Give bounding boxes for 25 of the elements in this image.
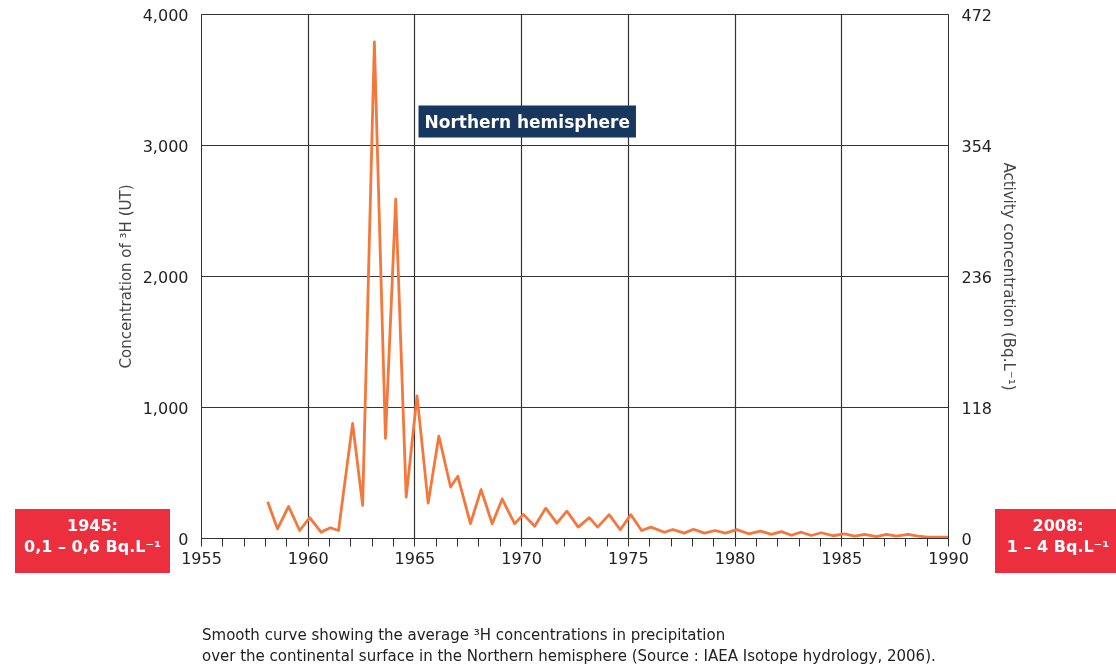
- line-series: [266, 40, 949, 539]
- x-tick-label: 1970: [501, 548, 542, 568]
- y2-tick-label: 354: [961, 136, 993, 156]
- y-axis-title: Concentration of ³H (UT): [116, 184, 135, 369]
- text: Smooth curve showing the average ³H concentrations in precipitation over the continental surface in the Northern hemisphere (Source : IAEA Isotope hydrology, 2006).: [202, 625, 936, 667]
- annotation: Northern hemisphere: [424, 111, 630, 132]
- y2-tick-label: 118: [961, 398, 993, 418]
- x-tick-label: 1980: [714, 548, 756, 568]
- text: 2008: 1 – 4 Bq.L⁻¹: [1006, 515, 1110, 557]
- y-tick-label: 3,000: [142, 136, 189, 156]
- y-tick-label: 2,000: [142, 267, 189, 287]
- x-tick-label: 1975: [608, 548, 649, 568]
- x-tick-label: 1990: [928, 548, 969, 568]
- x-tick-label: 1955: [181, 548, 222, 568]
- y-tick-label: 4,000: [142, 5, 189, 25]
- y-tick-label: 1,000: [142, 398, 189, 418]
- x-tick-label: 1965: [394, 548, 436, 568]
- text: 1945: 0,1 – 0,6 Bq.L⁻¹: [24, 515, 161, 557]
- y2-tick-label: 472: [961, 5, 993, 25]
- y-tick-label: 0: [178, 529, 189, 549]
- x-tick-label: 1985: [821, 548, 863, 568]
- y2-tick-label: 0: [961, 529, 972, 549]
- y2-axis-title: Activity concentration (Bq.L⁻¹): [1000, 162, 1019, 391]
- x-tick-label: 1960: [287, 548, 329, 568]
- y2-tick-label: 236: [961, 267, 993, 287]
